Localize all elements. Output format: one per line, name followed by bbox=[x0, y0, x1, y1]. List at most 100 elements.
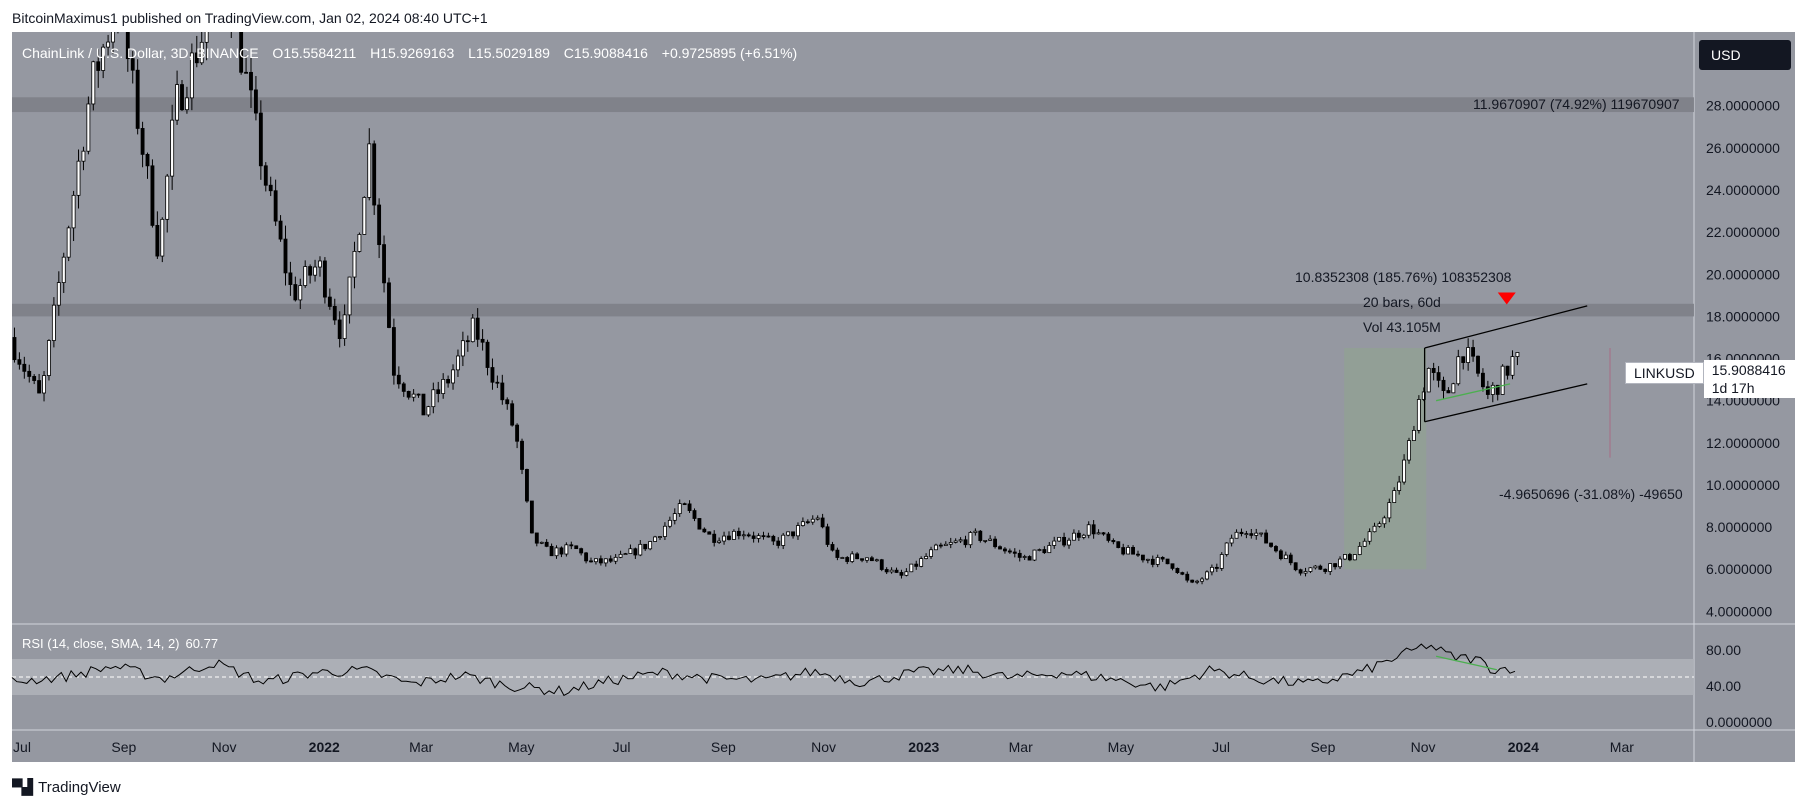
candle bbox=[372, 140, 377, 215]
candle bbox=[298, 278, 303, 310]
candle-body bbox=[426, 406, 431, 416]
candle bbox=[130, 51, 135, 84]
candle-body bbox=[574, 545, 579, 550]
candle bbox=[180, 80, 184, 112]
candle bbox=[391, 318, 396, 385]
candle-body bbox=[495, 381, 500, 384]
candle-body bbox=[1298, 569, 1303, 574]
candle-body bbox=[1071, 532, 1076, 541]
candle bbox=[1136, 550, 1140, 557]
candle-body bbox=[1283, 554, 1288, 560]
candle-body bbox=[342, 314, 347, 339]
candle bbox=[1116, 541, 1121, 549]
candle bbox=[96, 49, 101, 88]
candle bbox=[1195, 579, 1200, 585]
candle-body bbox=[1126, 546, 1131, 555]
rsi-line bbox=[11, 643, 1516, 697]
candle-body bbox=[1259, 532, 1264, 535]
candle bbox=[697, 518, 702, 530]
candle-body bbox=[623, 553, 628, 555]
candle-body bbox=[160, 218, 165, 257]
rejection-marker-icon bbox=[1497, 292, 1516, 305]
candle-body bbox=[1466, 347, 1471, 363]
candle-body bbox=[96, 61, 101, 71]
time-axis-tick: 2023 bbox=[908, 739, 939, 755]
time-axis-tick: Nov bbox=[212, 739, 237, 755]
candle bbox=[396, 366, 401, 389]
candle bbox=[61, 252, 66, 293]
candle-body bbox=[337, 319, 342, 339]
candle-body bbox=[500, 382, 505, 401]
candle bbox=[855, 552, 860, 560]
candle-body bbox=[1106, 533, 1111, 541]
candle-body bbox=[470, 317, 475, 343]
candle-body bbox=[869, 557, 874, 562]
candle bbox=[71, 190, 76, 242]
candle-body bbox=[845, 557, 850, 562]
rsi-label[interactable]: RSI (14, close, SMA, 14, 2) bbox=[22, 636, 180, 651]
candle bbox=[682, 502, 687, 506]
candle bbox=[1012, 548, 1017, 558]
candle-body bbox=[347, 276, 352, 316]
tradingview-logo-icon: ▀▟ bbox=[12, 779, 33, 796]
candle-body bbox=[1101, 532, 1106, 535]
candle bbox=[658, 536, 662, 540]
price-axis-tick: 26.0000000 bbox=[1706, 140, 1780, 156]
candle-body bbox=[608, 558, 613, 562]
candle bbox=[756, 533, 761, 543]
candle bbox=[17, 352, 22, 370]
candle bbox=[717, 537, 722, 544]
candle-body bbox=[1003, 548, 1007, 552]
candle bbox=[1140, 554, 1145, 563]
candle-body bbox=[968, 532, 973, 546]
time-axis-tick: Jul bbox=[613, 739, 631, 755]
candle-body bbox=[855, 553, 860, 560]
candle bbox=[263, 162, 268, 192]
candle bbox=[327, 288, 332, 310]
currency-button[interactable]: USD bbox=[1699, 40, 1791, 70]
candle bbox=[1377, 521, 1382, 528]
candle-body bbox=[1175, 567, 1180, 573]
tradingview-logo[interactable]: ▀▟ TradingView bbox=[12, 778, 121, 797]
candle bbox=[337, 311, 342, 348]
candle-body bbox=[904, 571, 909, 576]
candle-body bbox=[421, 393, 426, 416]
symbol-title[interactable]: ChainLink / U.S. Dollar, 3D, BINANCE bbox=[22, 45, 259, 61]
candle-body bbox=[1436, 372, 1441, 381]
candle bbox=[845, 556, 850, 565]
candle bbox=[1244, 530, 1249, 539]
candle-body bbox=[741, 534, 746, 537]
candle bbox=[1436, 366, 1441, 388]
candle-body bbox=[692, 510, 697, 519]
candle bbox=[1313, 565, 1318, 570]
candle bbox=[840, 556, 845, 559]
candle bbox=[189, 43, 194, 111]
candle-body bbox=[1032, 549, 1037, 561]
candle-body bbox=[899, 572, 904, 576]
change-value: +0.9725895 (+6.51%) bbox=[661, 45, 798, 61]
candle bbox=[150, 159, 155, 228]
candle-body bbox=[258, 112, 263, 167]
candle-body bbox=[436, 389, 441, 394]
candle-body bbox=[613, 556, 618, 562]
candle bbox=[687, 500, 692, 513]
candle bbox=[1032, 549, 1037, 562]
candle-body bbox=[273, 190, 278, 222]
high-value: 15.9269163 bbox=[380, 45, 455, 61]
time-axis-tick: Sep bbox=[711, 739, 736, 755]
candle bbox=[953, 538, 958, 544]
candle-body bbox=[1047, 545, 1052, 554]
candle-body bbox=[165, 175, 170, 220]
candle bbox=[1239, 528, 1244, 537]
candle bbox=[1229, 534, 1234, 547]
candle-body bbox=[850, 553, 855, 562]
candle bbox=[165, 173, 170, 233]
candle-body bbox=[244, 71, 248, 74]
candle bbox=[32, 374, 37, 385]
channel-upper-line bbox=[1424, 305, 1588, 349]
candle-body bbox=[510, 403, 515, 426]
candle bbox=[815, 515, 820, 521]
candle bbox=[1037, 548, 1042, 552]
candle-body bbox=[1500, 365, 1505, 395]
